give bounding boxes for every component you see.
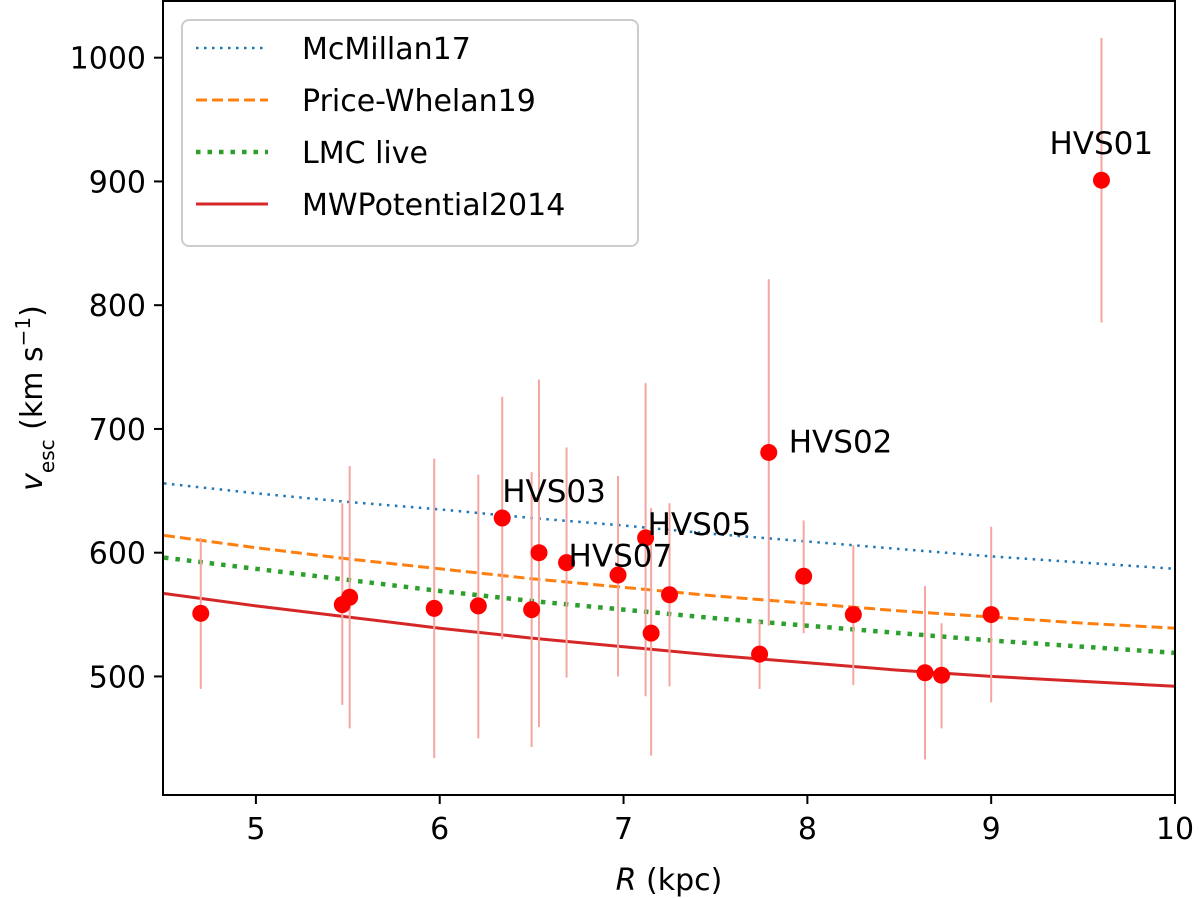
point-label-hvs02: HVS02 [789, 424, 893, 460]
y-tick-label: 1000 [70, 42, 146, 77]
data-point [1092, 171, 1110, 189]
y-axis-label-sub: esc [35, 439, 59, 473]
data-point [493, 509, 511, 527]
y-tick-label: 600 [89, 537, 146, 572]
data-point [642, 624, 660, 642]
x-tick-label: 9 [982, 812, 1001, 847]
y-axis-label-var: v [15, 472, 50, 491]
data-point [558, 554, 576, 572]
y-axis-label: vesc (km s−1) [11, 305, 59, 491]
data-point [469, 597, 487, 615]
data-point [637, 529, 655, 547]
data-point [192, 604, 210, 622]
data-point [341, 588, 359, 606]
data-point [916, 664, 934, 682]
x-axis-label: R (kpc) [616, 863, 723, 898]
legend-label: McMillan17 [302, 32, 471, 67]
x-tick-label: 6 [430, 812, 449, 847]
point-label-hvs07: HVS07 [569, 539, 673, 575]
y-tick-label: 500 [89, 660, 146, 695]
data-point [751, 645, 769, 663]
point-label-hvs05: HVS05 [648, 507, 752, 543]
legend-label: LMC live [302, 136, 428, 171]
legend-box [181, 19, 639, 247]
data-point [795, 567, 813, 585]
x-tick-label: 5 [246, 812, 265, 847]
point-label-hvs01: HVS01 [1049, 126, 1153, 162]
x-axis-label-var: R [616, 863, 637, 898]
data-point [530, 544, 548, 562]
x-tick-label: 8 [798, 812, 817, 847]
plot-area [164, 37, 1175, 760]
axes-frame [162, 0, 1176, 796]
point-label-hvs03: HVS03 [502, 474, 606, 510]
data-point [844, 606, 862, 624]
y-axis-label-unit: (km s [15, 346, 50, 439]
curve-mcmillan17 [164, 482, 1175, 571]
data-point [609, 566, 627, 584]
legend-label: Price-Whelan19 [302, 84, 536, 119]
data-point [933, 666, 951, 684]
data-point [425, 599, 443, 617]
x-axis-label-unit: (kpc) [637, 863, 723, 898]
data-point [982, 606, 1000, 624]
y-tick-label: 800 [89, 289, 146, 324]
y-axis-label-close: ) [15, 305, 50, 317]
x-tick-label: 10 [1156, 812, 1194, 847]
y-tick-label: 700 [89, 413, 146, 448]
x-tick-label: 7 [614, 812, 633, 847]
data-point [760, 443, 778, 461]
legend-label: MWPotential2014 [302, 188, 565, 223]
axis-ticks: 5 6 7 8 9 10 500 600 700 800 900 1000 [70, 42, 1194, 847]
data-point [661, 586, 678, 604]
y-axis-label-sup: −1 [11, 317, 35, 346]
y-tick-label: 900 [89, 165, 146, 200]
legend: McMillan17 Price-Whelan19 LMC live MWPotent… [181, 19, 639, 247]
data-point [523, 601, 541, 619]
curve-price-whelan19 [164, 533, 1175, 630]
